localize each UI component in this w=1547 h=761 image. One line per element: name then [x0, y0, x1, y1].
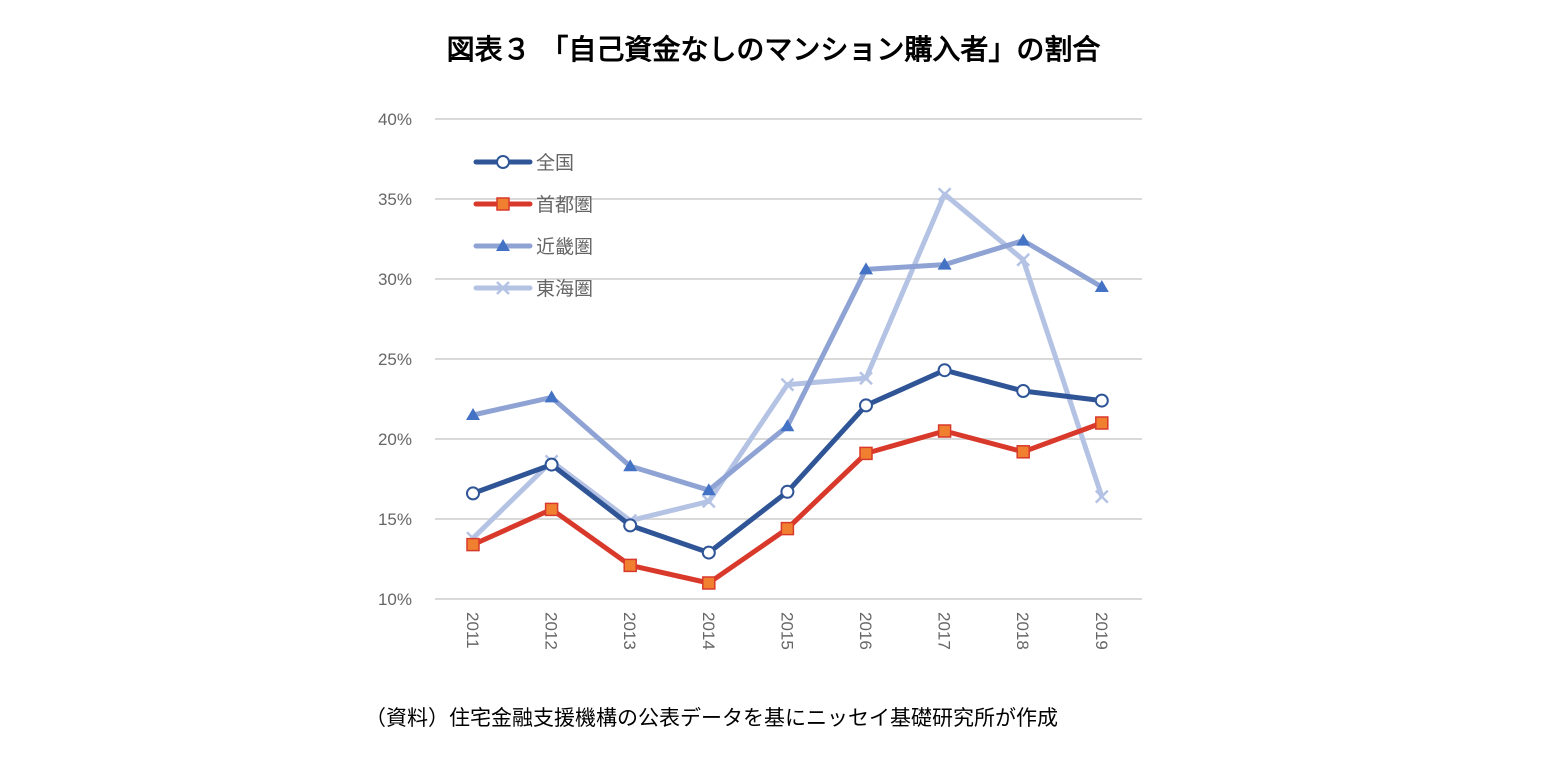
- data-point-2-7: [1016, 233, 1031, 246]
- x-tick-label: 2015: [777, 612, 796, 650]
- legend-marker-0: [496, 155, 510, 169]
- x-tick-label: 2012: [542, 612, 561, 650]
- data-point-0-2: [623, 518, 638, 533]
- x-tick-label: 2016: [856, 612, 875, 650]
- legend-label: 全国: [536, 152, 574, 174]
- y-tick-label: 35%: [378, 190, 412, 209]
- data-point-1-2: [623, 558, 637, 573]
- data-point-2-4: [780, 419, 795, 432]
- y-tick-label: 30%: [378, 270, 412, 289]
- data-point-1-6: [937, 424, 952, 438]
- data-point-1-0: [466, 537, 480, 552]
- y-tick-label: 20%: [378, 430, 412, 449]
- legend-label: 首都圏: [536, 194, 593, 216]
- x-tick-label: 2018: [1013, 612, 1032, 650]
- data-point-1-3: [702, 576, 716, 590]
- data-point-0-3: [701, 545, 716, 560]
- data-point-2-1: [544, 390, 559, 403]
- data-point-2-6: [937, 257, 952, 270]
- data-point-2-8: [1094, 280, 1109, 292]
- y-tick-label: 40%: [378, 110, 412, 129]
- x-tick-label: 2014: [699, 612, 718, 650]
- x-tick-label: 2019: [1092, 612, 1111, 650]
- data-point-1-1: [544, 502, 559, 517]
- legend-marker-3: [496, 281, 510, 295]
- data-point-1-8: [1095, 416, 1109, 430]
- y-tick-label: 10%: [378, 590, 412, 609]
- data-point-0-4: [780, 484, 795, 499]
- data-point-1-4: [780, 521, 795, 536]
- data-point-3-8: [1094, 489, 1109, 504]
- legend-marker-1: [496, 197, 510, 211]
- data-point-0-7: [1016, 384, 1031, 398]
- legend-label: 近畿圏: [536, 236, 593, 258]
- data-point-3-5: [859, 371, 873, 386]
- data-point-3-3: [701, 494, 716, 509]
- legend-label: 東海圏: [536, 278, 593, 300]
- chart-title: 図表３ 「自己資金なしのマンション購入者」の割合: [446, 33, 1101, 66]
- data-point-1-5: [859, 446, 873, 461]
- data-point-0-0: [466, 486, 480, 501]
- data-point-3-6: [937, 187, 952, 202]
- data-point-0-5: [859, 398, 873, 413]
- data-point-2-0: [466, 408, 480, 420]
- legend-marker-2: [496, 239, 510, 251]
- data-point-0-6: [937, 363, 952, 378]
- data-point-2-2: [623, 459, 638, 472]
- data-point-0-8: [1094, 393, 1109, 408]
- y-tick-label: 15%: [378, 510, 412, 529]
- x-tick-label: 2011: [463, 612, 482, 649]
- series-line-1: [471, 420, 1103, 586]
- x-tick-label: 2013: [620, 612, 639, 650]
- data-point-1-7: [1016, 445, 1030, 459]
- data-point-0-1: [544, 457, 559, 472]
- data-point-3-7: [1016, 252, 1031, 267]
- source-note: （資料）住宅金融支援機構の公表データを基にニッセイ基礎研究所が作成: [365, 706, 1058, 730]
- data-point-2-3: [701, 483, 716, 496]
- data-point-2-5: [859, 262, 873, 275]
- data-point-3-4: [780, 377, 795, 392]
- y-tick-label: 25%: [378, 350, 412, 369]
- x-tick-label: 2017: [935, 612, 954, 650]
